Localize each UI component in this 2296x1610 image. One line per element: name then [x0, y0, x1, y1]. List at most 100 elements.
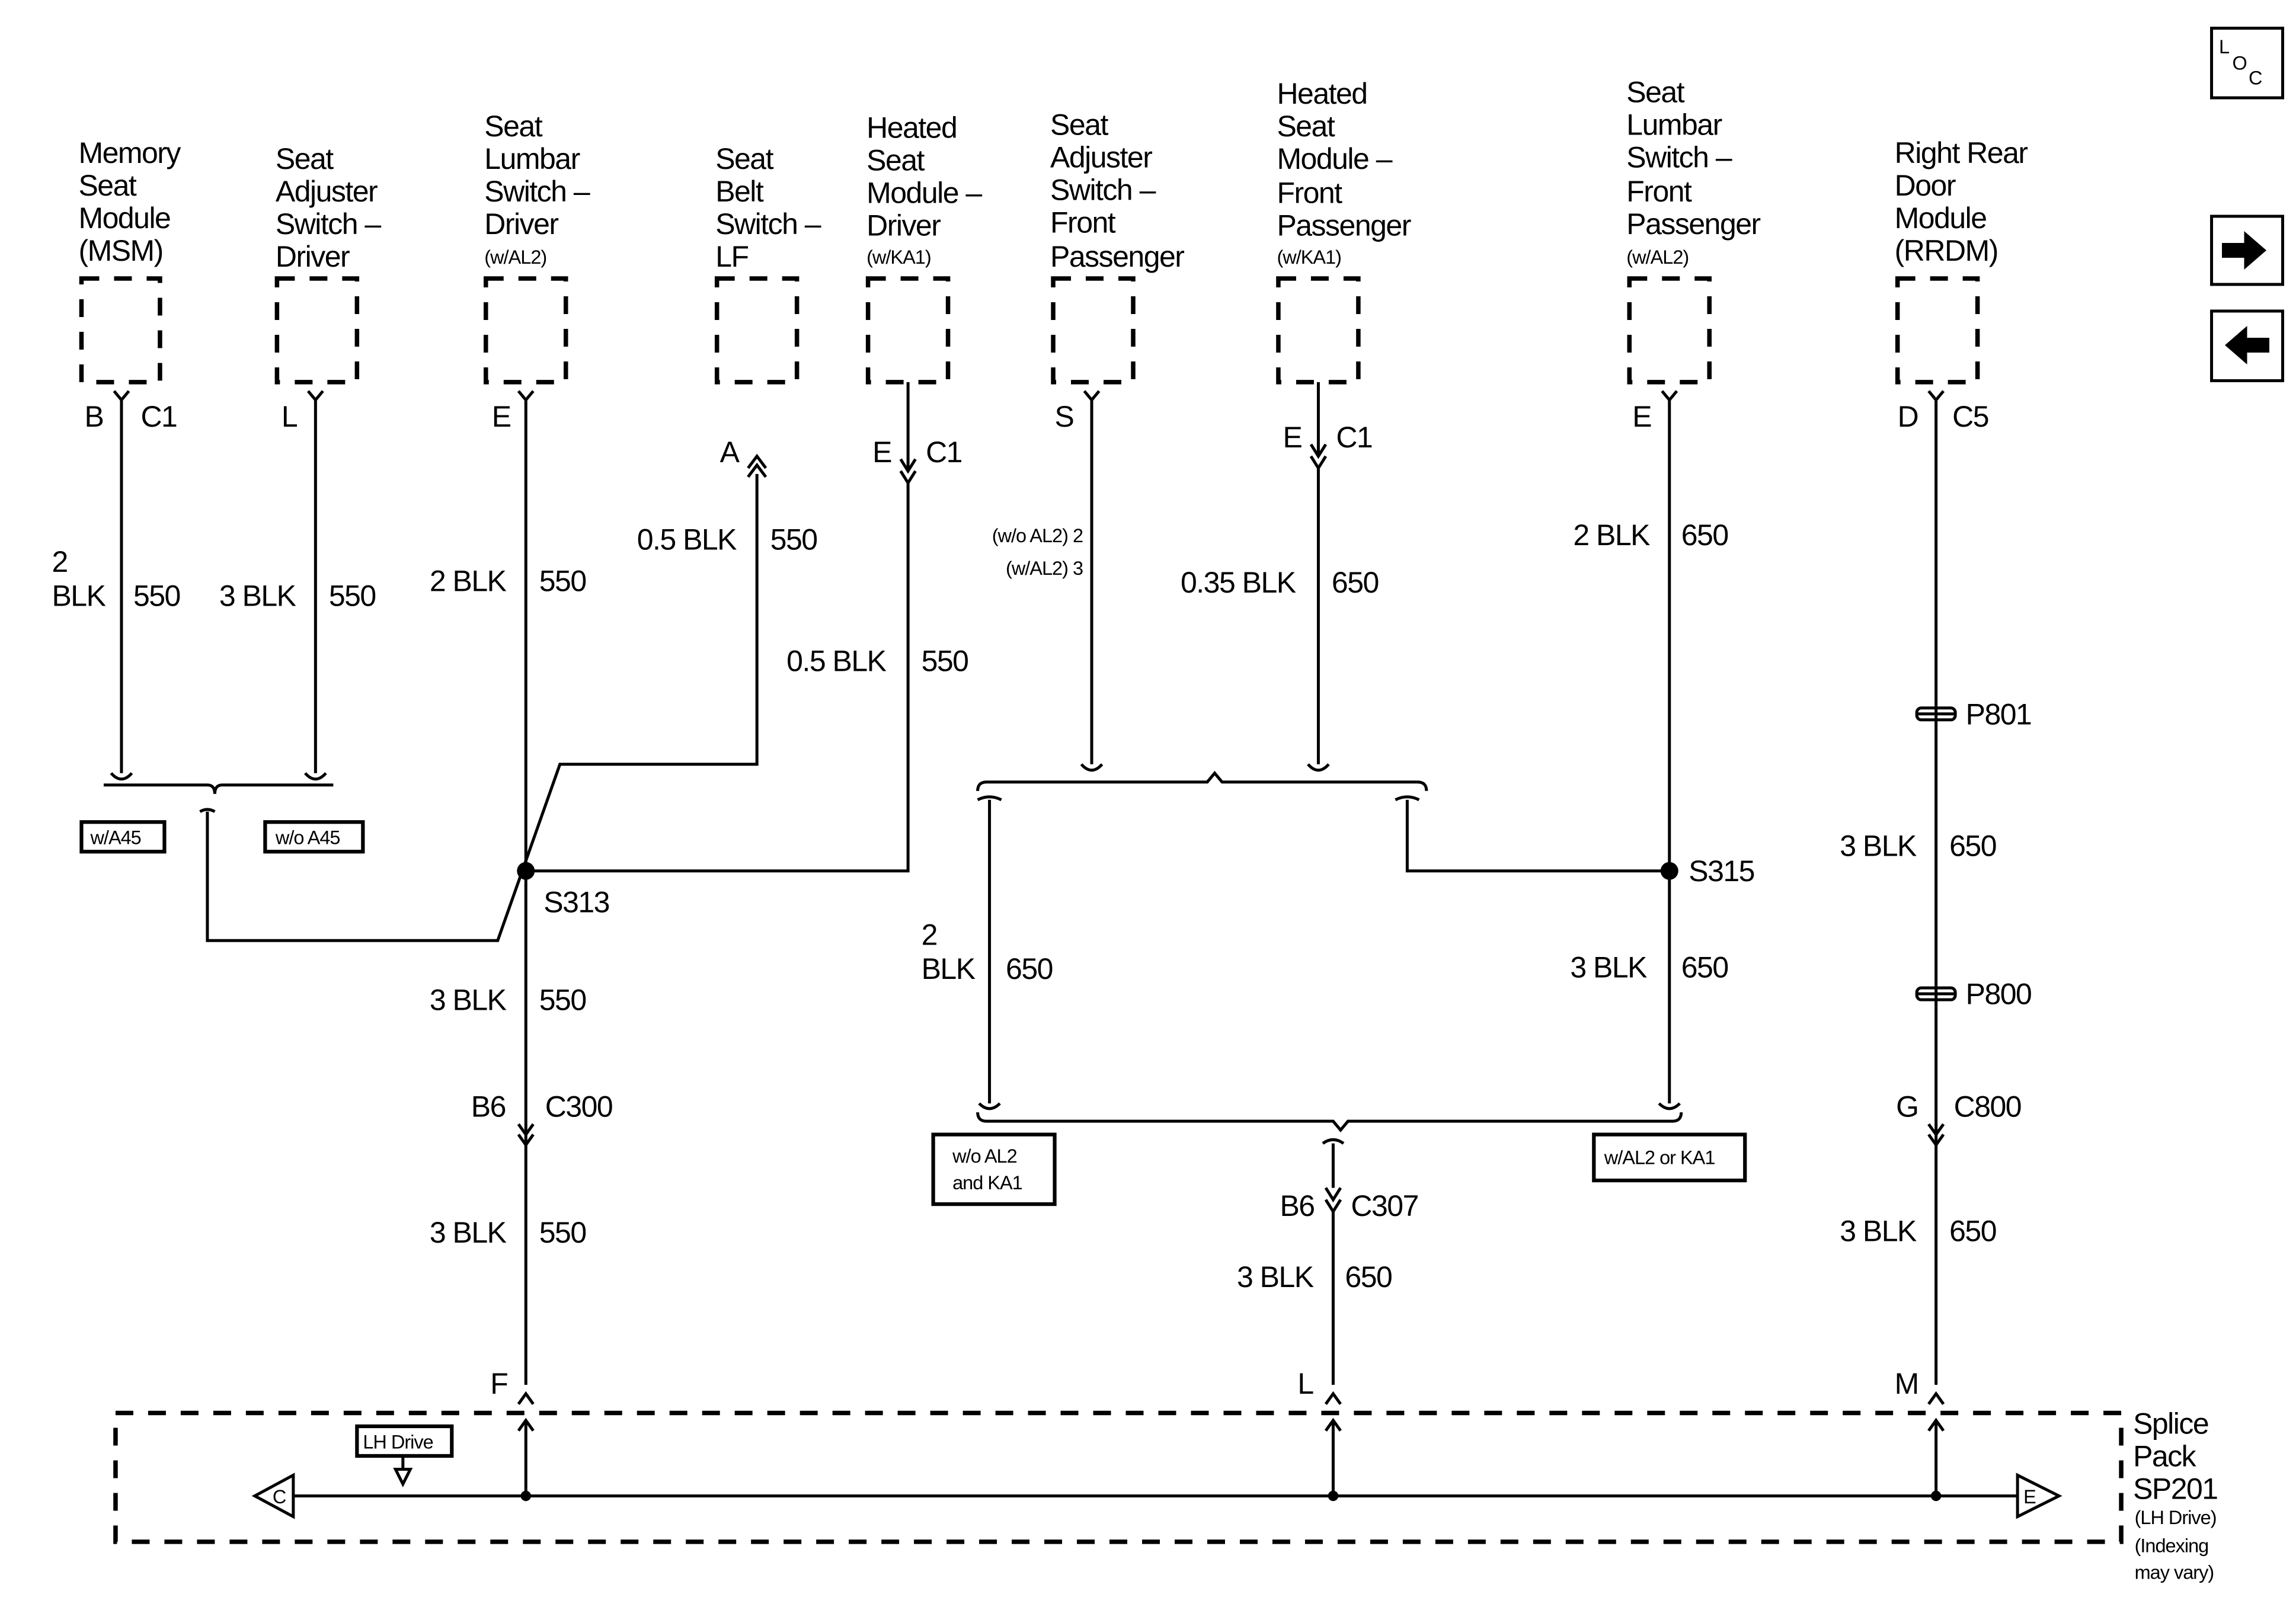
- svg-text:3 BLK: 3 BLK: [1570, 951, 1647, 984]
- svg-text:BLK: BLK: [52, 579, 105, 612]
- component-rrdm: Right Rear Door Module (RRDM): [1895, 136, 2029, 385]
- svg-text:B6: B6: [1280, 1189, 1314, 1222]
- svg-text:(w/KA1): (w/KA1): [866, 247, 931, 268]
- svg-text:S313: S313: [543, 886, 609, 919]
- inline-connector-p801: [1915, 706, 1957, 722]
- svg-text:L: L: [282, 400, 298, 433]
- svg-text:S315: S315: [1689, 854, 1754, 888]
- location-icon[interactable]: L O C: [2210, 27, 2285, 100]
- svg-text:BLK: BLK: [922, 952, 976, 985]
- svg-text:O: O: [2233, 53, 2247, 74]
- svg-text:650: 650: [1681, 518, 1728, 552]
- svg-text:3 BLK: 3 BLK: [430, 1216, 507, 1249]
- svg-text:L: L: [1297, 1367, 1313, 1400]
- svg-text:(w/o AL2) 2: (w/o AL2) 2: [992, 525, 1083, 546]
- option-wo-al2-ka1: w/o AL2 and KA1: [931, 1132, 1057, 1206]
- svg-text:C1: C1: [926, 436, 962, 469]
- component-msm: Memory Seat Module (MSM): [78, 136, 182, 385]
- svg-text:650: 650: [1949, 1215, 1996, 1248]
- svg-text:B6: B6: [471, 1090, 506, 1124]
- svg-text:0.5 BLK: 0.5 BLK: [637, 523, 737, 556]
- svg-text:550: 550: [133, 579, 180, 612]
- svg-text:LH Drive: LH Drive: [363, 1431, 433, 1452]
- svg-text:E: E: [2023, 1486, 2036, 1507]
- svg-text:(w/AL2): (w/AL2): [484, 247, 546, 268]
- svg-text:C307: C307: [1351, 1189, 1418, 1222]
- svg-text:P800: P800: [1966, 978, 2032, 1011]
- svg-text:3 BLK: 3 BLK: [219, 579, 296, 612]
- svg-text:2: 2: [922, 918, 937, 952]
- svg-text:650: 650: [1332, 566, 1379, 599]
- svg-text:F: F: [490, 1367, 507, 1400]
- svg-text:C1: C1: [140, 400, 177, 433]
- svg-text:C1: C1: [1336, 421, 1372, 454]
- svg-text:w/A45: w/A45: [89, 827, 140, 849]
- svg-text:S: S: [1055, 400, 1074, 433]
- arrow-right-icon[interactable]: [2210, 215, 2285, 286]
- svg-text:C5: C5: [1952, 400, 1988, 433]
- svg-text:L: L: [2219, 36, 2229, 57]
- svg-text:550: 550: [539, 1216, 586, 1249]
- svg-text:w/AL2 or KA1: w/AL2 or KA1: [1604, 1147, 1715, 1169]
- svg-text:0.35 BLK: 0.35 BLK: [1181, 566, 1296, 599]
- svg-text:A: A: [720, 436, 740, 469]
- svg-text:3 BLK: 3 BLK: [1840, 1215, 1917, 1248]
- inline-connector-p800: [1915, 986, 1957, 1001]
- arrow-left-icon[interactable]: [2210, 309, 2285, 382]
- component-heated-seat-driver: Heated Seat Module – Driver (w/KA1): [865, 111, 983, 385]
- svg-text:C: C: [273, 1486, 286, 1507]
- page-ref-left[interactable]: C: [251, 1473, 295, 1519]
- svg-text:P801: P801: [1966, 697, 2032, 731]
- splice-pack-sp201: C E LH Drive Splice Pack SP201 (LH Drive)(…: [113, 1407, 2218, 1583]
- option-wo-a45: w/o A45: [263, 820, 365, 854]
- component-seat-lumbar-driver: Seat Lumbar Switch – Driver (w/AL2): [484, 110, 591, 385]
- option-w-al2-or-ka1: w/AL2 or KA1: [1592, 1132, 1747, 1183]
- svg-text:E: E: [1632, 400, 1651, 433]
- svg-text:D: D: [1898, 400, 1918, 433]
- svg-text:550: 550: [770, 523, 817, 556]
- component-seat-adjuster-front-passenger: Seat Adjuster Switch – Front Passenger: [1050, 108, 1185, 385]
- svg-text:550: 550: [922, 644, 968, 677]
- svg-text:(w/AL2) 3: (w/AL2) 3: [1006, 558, 1083, 579]
- svg-text:2 BLK: 2 BLK: [430, 564, 507, 597]
- option-lh-drive: LH Drive: [355, 1424, 454, 1488]
- svg-text:C: C: [2249, 68, 2262, 89]
- splice-s313-dot: [517, 862, 535, 880]
- wires: [103, 382, 1945, 1496]
- svg-text:(w/KA1): (w/KA1): [1277, 247, 1341, 268]
- option-w-a45: w/A45: [79, 820, 167, 854]
- svg-text:650: 650: [1681, 951, 1728, 984]
- svg-text:0.5 BLK: 0.5 BLK: [786, 644, 886, 677]
- svg-text:C300: C300: [545, 1090, 612, 1124]
- svg-text:650: 650: [1345, 1260, 1392, 1294]
- svg-text:(w/AL2): (w/AL2): [1626, 247, 1689, 268]
- svg-text:550: 550: [539, 984, 586, 1017]
- svg-text:M: M: [1895, 1367, 1918, 1400]
- svg-text:E: E: [1283, 421, 1302, 454]
- component-seat-belt-switch-lf: Seat Belt Switch – LF: [714, 142, 822, 385]
- svg-text:C800: C800: [1954, 1090, 2021, 1124]
- svg-text:2: 2: [52, 545, 67, 578]
- svg-text:550: 550: [539, 564, 586, 597]
- svg-text:3 BLK: 3 BLK: [430, 984, 507, 1017]
- svg-text:3 BLK: 3 BLK: [1840, 830, 1917, 863]
- svg-text:B: B: [84, 400, 103, 433]
- splice-s315-dot: [1660, 862, 1678, 880]
- component-seat-lumbar-front-passenger: Seat Lumbar Switch – Front Passenger (w/AL2): [1626, 76, 1761, 385]
- page-ref-right[interactable]: E: [2016, 1473, 2062, 1519]
- svg-text:E: E: [872, 436, 891, 469]
- component-heated-seat-front-passenger: Heated Seat Module – Front Passenger (w/KA1): [1276, 77, 1412, 385]
